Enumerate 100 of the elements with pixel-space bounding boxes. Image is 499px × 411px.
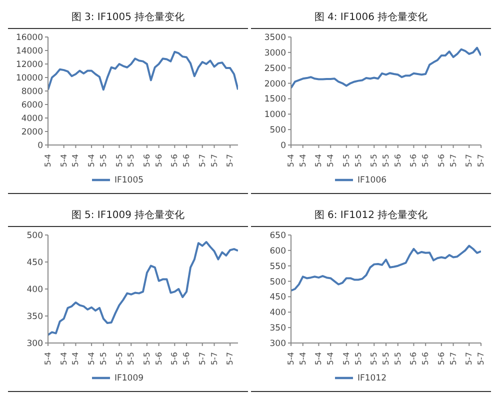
y-tick-label: 450 — [26, 258, 43, 268]
x-tick-label: 5-7 — [210, 154, 219, 168]
y-tick-label: 350 — [270, 324, 286, 334]
line-series — [291, 244, 481, 292]
y-tick-label: 500 — [26, 231, 43, 242]
chart-title: 图 3: IF1005 持仓量变化 — [8, 8, 248, 29]
y-tick-label: 2500 — [264, 64, 286, 74]
x-tick-label: 5-6 — [421, 352, 430, 366]
y-tick-label: 300 — [26, 339, 43, 350]
chart-title: 图 6: IF1012 持仓量变化 — [251, 206, 491, 227]
x-tick-label: 5-6 — [154, 352, 164, 366]
x-tick-label: 5-5 — [98, 352, 108, 366]
y-tick-label: 300 — [270, 339, 286, 350]
x-tick-label: 5-4 — [314, 352, 324, 366]
x-tick-label: 5-7 — [226, 154, 235, 168]
x-tick-label: 5-5 — [382, 352, 390, 366]
y-tick-label: 4000 — [21, 114, 43, 124]
y-tick-label: 550 — [270, 262, 286, 272]
x-tick-label: 5-6 — [170, 352, 180, 366]
x-tick-label: 5-7 — [464, 154, 474, 168]
legend-label: IF1012 — [357, 373, 387, 384]
x-tick-label: 5-6 — [170, 154, 180, 168]
x-tick-label: 5-7 — [476, 154, 486, 168]
x-tick-label: 5-7 — [198, 154, 207, 168]
y-tick-label: 2000 — [264, 79, 286, 90]
x-tick-label: 5-7 — [448, 154, 458, 168]
x-tick-label: 5-6 — [421, 154, 430, 168]
x-tick-label: 5-4 — [286, 154, 296, 168]
y-tick-label: 500 — [270, 277, 286, 288]
x-tick-label: 5-5 — [382, 154, 390, 168]
y-tick-label: 16000 — [16, 33, 43, 44]
y-tick-label: 350 — [26, 312, 43, 322]
x-tick-label: 5-6 — [393, 154, 402, 168]
x-tick-label: 5-6 — [182, 154, 192, 168]
x-tick-label: 5-6 — [409, 352, 418, 366]
x-tick-label: 5-5 — [114, 154, 124, 168]
x-tick-label: 5-4 — [298, 352, 308, 366]
x-tick-label: 5-5 — [114, 352, 124, 366]
y-tick-label: 2000 — [21, 128, 43, 138]
line-series — [48, 50, 238, 91]
y-tick-label: 14000 — [16, 46, 43, 57]
x-tick-label: 5-7 — [198, 352, 207, 366]
y-tick-label: 450 — [270, 292, 286, 303]
y-tick-label: 650 — [270, 231, 286, 242]
x-tick-label: 5-4 — [314, 154, 324, 168]
x-tick-label: 5-5 — [370, 154, 379, 168]
x-tick-label: 5-7 — [476, 352, 486, 366]
line-series — [48, 241, 238, 336]
y-tick-label: 3000 — [264, 48, 286, 58]
y-tick-label: 12000 — [16, 60, 43, 70]
x-tick-label: 5-5 — [342, 154, 351, 168]
x-tick-label: 5-4 — [59, 154, 68, 168]
x-tick-label: 5-7 — [464, 352, 474, 366]
x-tick-label: 5-4 — [298, 154, 308, 168]
x-tick-label: 5-5 — [126, 154, 136, 168]
x-tick-label: 5-4 — [326, 352, 336, 366]
x-tick-label: 5-5 — [142, 352, 152, 366]
x-tick-label: 5-6 — [182, 352, 192, 366]
chart-title: 图 5: IF1009 持仓量变化 — [8, 206, 248, 227]
y-tick-label: 400 — [26, 285, 43, 296]
x-tick-label: 5-5 — [126, 352, 136, 366]
y-tick-label: 400 — [270, 308, 286, 318]
x-tick-label: 5-7 — [226, 352, 235, 366]
x-tick-label: 5-6 — [142, 154, 152, 168]
y-tick-label: 500 — [270, 126, 286, 136]
y-tick-label: 3500 — [264, 33, 286, 44]
line-series — [291, 46, 481, 89]
x-tick-label: 5-6 — [436, 154, 446, 168]
x-tick-label: 5-7 — [210, 352, 219, 366]
x-tick-label: 5-4 — [59, 352, 68, 366]
y-tick-label: 0 — [38, 141, 43, 152]
legend-label: IF1006 — [357, 175, 387, 186]
x-tick-label: 5-4 — [87, 154, 96, 168]
x-tick-label: 5-4 — [44, 352, 52, 366]
x-tick-label: 5-4 — [44, 154, 52, 168]
y-tick-label: 0 — [280, 141, 286, 152]
legend-label: IF1005 — [114, 175, 144, 186]
x-tick-label: 5-5 — [354, 154, 363, 168]
x-tick-label: 5-5 — [370, 352, 379, 366]
x-tick-label: 5-5 — [393, 352, 402, 366]
x-tick-label: 5-7 — [448, 352, 458, 366]
legend-label: IF1009 — [114, 373, 144, 384]
y-tick-label: 1500 — [264, 94, 286, 105]
x-tick-label: 5-5 — [98, 154, 108, 168]
x-tick-label: 5-4 — [71, 154, 80, 168]
x-tick-label: 5-5 — [354, 352, 363, 366]
x-tick-label: 5-6 — [409, 154, 418, 168]
chart-title: 图 4: IF1006 持仓量变化 — [251, 8, 491, 29]
x-tick-label: 5-4 — [326, 154, 336, 168]
y-tick-label: 1000 — [264, 110, 286, 120]
x-tick-label: 5-6 — [154, 154, 164, 168]
y-tick-label: 10000 — [16, 74, 43, 84]
y-tick-label: 600 — [270, 246, 286, 256]
y-tick-label: 6000 — [21, 100, 43, 111]
x-tick-label: 5-4 — [342, 352, 351, 366]
x-tick-label: 5-4 — [286, 352, 296, 366]
x-tick-label: 5-6 — [436, 352, 446, 366]
y-tick-label: 8000 — [21, 87, 43, 98]
x-tick-label: 5-4 — [71, 352, 80, 366]
x-tick-label: 5-4 — [87, 352, 96, 366]
